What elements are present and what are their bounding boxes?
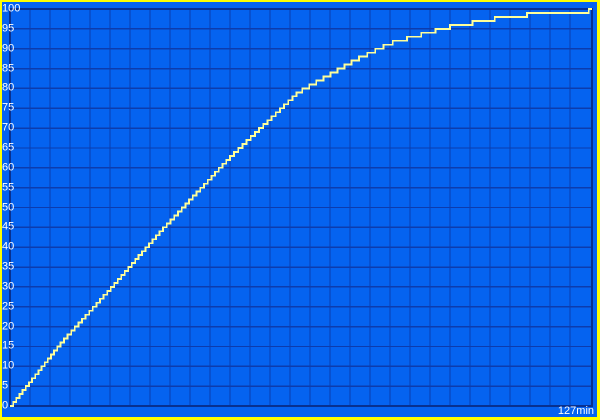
y-axis-tick-label: 65	[2, 141, 15, 154]
y-axis-tick-label: 35	[2, 260, 15, 273]
y-axis-tick-label: 25	[2, 300, 15, 313]
y-axis-tick-label: 100	[2, 2, 21, 15]
y-axis-tick-label: 55	[2, 181, 15, 194]
y-axis-tick-label: 30	[2, 280, 15, 293]
y-axis-tick-label: 5	[2, 379, 9, 392]
y-axis-tick-label: 80	[2, 81, 15, 94]
y-axis-tick-label: 20	[2, 320, 15, 333]
y-axis-tick-label: 40	[2, 240, 15, 253]
y-axis-tick-label: 15	[2, 339, 15, 352]
y-axis-tick-label: 60	[2, 161, 15, 174]
y-axis-tick-label: 85	[2, 62, 15, 75]
y-axis-tick-label: 45	[2, 220, 15, 233]
y-axis-tick-label: 75	[2, 101, 15, 114]
y-axis-tick-label: 50	[2, 201, 15, 213]
x-axis-duration-label: 127min	[557, 405, 594, 417]
y-axis-tick-label: 70	[2, 121, 15, 134]
y-axis-tick-label: 0	[2, 399, 9, 412]
chart-background	[2, 2, 597, 417]
y-axis-tick-label: 95	[2, 22, 15, 35]
y-axis-tick-label: 10	[2, 359, 15, 372]
y-axis-tick-label: 90	[2, 42, 15, 55]
